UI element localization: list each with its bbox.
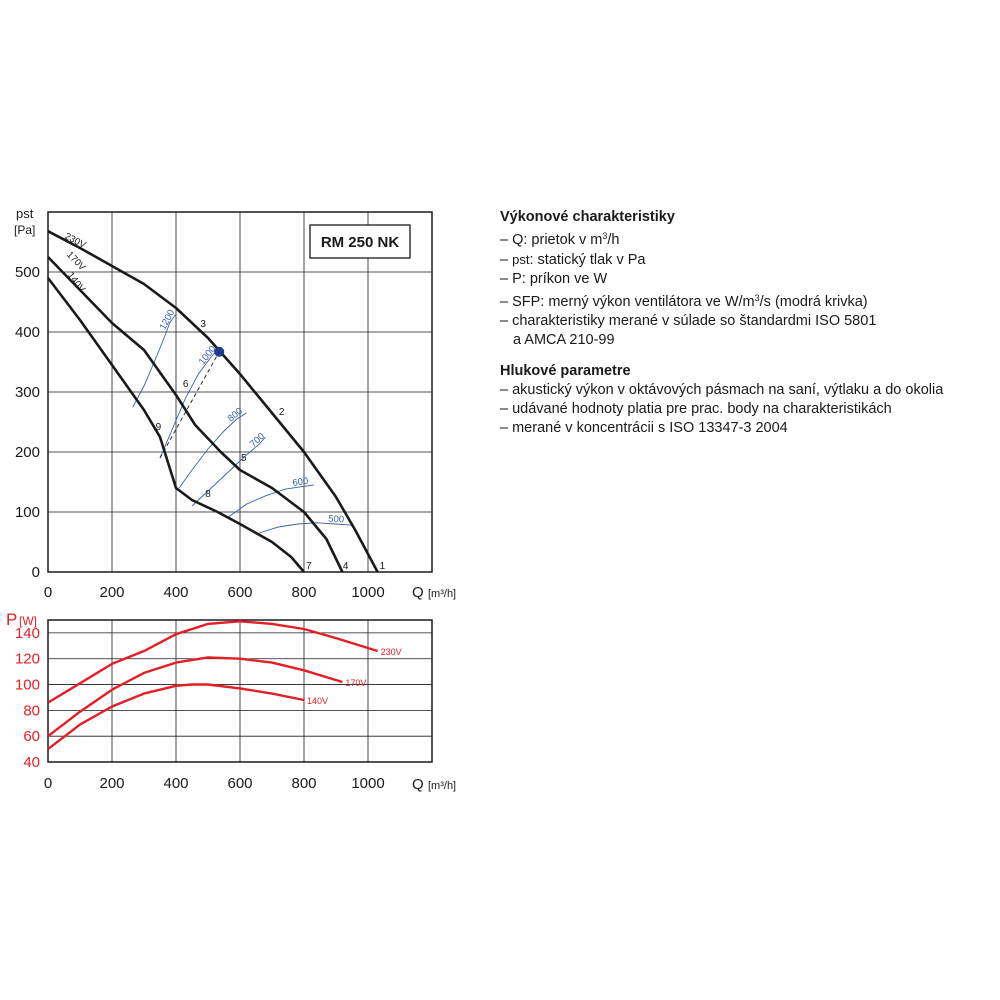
sfp-curve-500 xyxy=(259,522,353,534)
operating-line xyxy=(159,351,220,459)
series-line-140V xyxy=(46,277,305,573)
noise-item-validity: – udávané hodnoty platia pre prac. body … xyxy=(500,401,892,417)
legend-item-q-text: – Q: prietok v m xyxy=(500,232,603,248)
legend-item-pst: – pst: statický tlak v Pa xyxy=(500,250,995,270)
legend-item-p: – P: príkon ve W xyxy=(500,271,608,287)
point-label-2: 2 xyxy=(279,407,285,418)
x-tick-label: 600 xyxy=(227,584,252,601)
pressure-chart: 0 200 400 600 800 1000 0 100 200 300 400 500 pst [Pa]… xyxy=(14,206,456,601)
sfp-curve-600 xyxy=(226,484,314,519)
sfp-curve-1000 xyxy=(159,346,220,459)
noise-title: Hlukové parametre xyxy=(500,363,631,379)
legend-item-q-sup: 3 xyxy=(602,231,608,241)
sfp-label-600: 600 xyxy=(292,476,309,489)
series-label-230V: 230V xyxy=(63,231,88,251)
y-tick-label: 80 xyxy=(23,702,40,719)
point-label-7: 7 xyxy=(306,561,312,572)
point-label-1: 1 xyxy=(380,561,386,572)
legend-item-q-tail: /h xyxy=(607,232,620,248)
series-line-170V xyxy=(47,256,344,573)
plot-frame xyxy=(47,619,433,763)
x-tick-label: 0 xyxy=(44,584,52,601)
point-label-9: 9 xyxy=(156,422,162,433)
power-label-170V: 170V xyxy=(345,678,366,688)
x-axis-label-symbol: Q xyxy=(412,584,424,601)
x-tick-label: 400 xyxy=(163,775,188,792)
y-tick-label: 200 xyxy=(15,444,40,461)
y-tick-label: 0 xyxy=(32,564,40,581)
y-axis-label-symbol: pst xyxy=(16,206,34,221)
performance-title: Výkonové charakteristiky xyxy=(500,209,675,225)
noise-item-acoustic: – akustický výkon v oktávových pásmach n… xyxy=(500,382,944,398)
y-tick-label: 500 xyxy=(15,264,40,281)
x-tick-label: 200 xyxy=(99,584,124,601)
legend-item-pst-symbol: pst xyxy=(512,252,530,267)
point-label-6: 6 xyxy=(183,379,189,390)
sfp-label-700: 700 xyxy=(248,431,267,450)
y-axis-label-unit: [W] xyxy=(19,614,37,628)
point-label-4: 4 xyxy=(343,561,349,572)
legend-item-standards: – charakteristiky merané v súlade so šta… xyxy=(500,313,877,329)
point-label-8: 8 xyxy=(205,489,211,500)
point-label-5: 5 xyxy=(241,453,247,464)
x-tick-label: 1000 xyxy=(351,775,384,792)
y-tick-label: 140 xyxy=(15,625,40,642)
y-tick-label: 120 xyxy=(15,651,40,668)
x-axis-label-symbol: Q xyxy=(412,776,424,793)
legend-panel: Výkonové charakteristiky – Q: prietok v … xyxy=(500,208,995,446)
legend-item-sfp: – SFP: merný výkon ventilátora ve W/m3/s… xyxy=(500,289,995,312)
power-line-170V xyxy=(47,656,343,738)
x-tick-label: 800 xyxy=(291,775,316,792)
sfp-curve-1200 xyxy=(132,313,177,408)
noise-section: Hlukové parametre – akustický výkon v ok… xyxy=(500,362,995,438)
x-tick-label: 800 xyxy=(291,584,316,601)
sfp-label-800: 800 xyxy=(226,406,245,425)
y-axis-label-symbol: P xyxy=(6,610,17,629)
title-box xyxy=(309,224,411,259)
sfp-curve-800 xyxy=(178,412,247,489)
operating-point-marker xyxy=(214,346,225,357)
plot-frame xyxy=(47,211,433,573)
legend-item-sfp-text: – SFP: merný výkon ventilátora ve W/m xyxy=(500,294,755,310)
y-tick-label: 400 xyxy=(15,324,40,341)
power-line-230V xyxy=(47,620,378,704)
power-label-230V: 230V xyxy=(381,647,402,657)
legend-item-q: – Q: prietok v m3/h xyxy=(500,227,995,250)
y-tick-label: 100 xyxy=(15,677,40,694)
series-label-170V: 170V xyxy=(64,249,88,273)
y-tick-label: 40 xyxy=(23,754,40,771)
y-tick-label: 100 xyxy=(15,504,40,521)
series-label-140V: 140V xyxy=(65,270,88,295)
performance-section: Výkonové charakteristiky – Q: prietok v … xyxy=(500,208,995,350)
power-label-140V: 140V xyxy=(307,696,328,706)
y-tick-label: 60 xyxy=(23,728,40,745)
sfp-label-1200: 1200 xyxy=(158,308,178,332)
legend-item-sfp-sup: 3 xyxy=(754,293,760,303)
y-axis-label-unit: [Pa] xyxy=(14,223,35,237)
series-line-230V xyxy=(47,230,379,573)
x-tick-label: 0 xyxy=(44,775,52,792)
legend-item-pst-tail: : statický tlak v Pa xyxy=(529,252,646,268)
sfp-label-500: 500 xyxy=(328,513,345,525)
power-line-140V xyxy=(47,683,305,751)
x-axis-label-unit: [m³/h] xyxy=(428,588,456,600)
legend-item-standards-cont: a AMCA 210-99 xyxy=(513,332,615,348)
sfp-curve-700 xyxy=(191,436,266,507)
x-tick-label: 400 xyxy=(163,584,188,601)
x-axis-label-unit: [m³/h] xyxy=(428,780,456,792)
x-tick-label: 600 xyxy=(227,775,252,792)
y-tick-label: 300 xyxy=(15,384,40,401)
noise-item-measured: – merané v koncentrácii s ISO 13347-3 20… xyxy=(500,420,788,436)
legend-item-pst-dash: – xyxy=(500,252,513,268)
point-label-3: 3 xyxy=(200,319,206,330)
x-tick-label: 200 xyxy=(99,775,124,792)
x-tick-label: 1000 xyxy=(351,584,384,601)
legend-item-sfp-tail: /s (modrá krivka) xyxy=(759,294,868,310)
chart-title: RM 250 NK xyxy=(321,234,400,251)
